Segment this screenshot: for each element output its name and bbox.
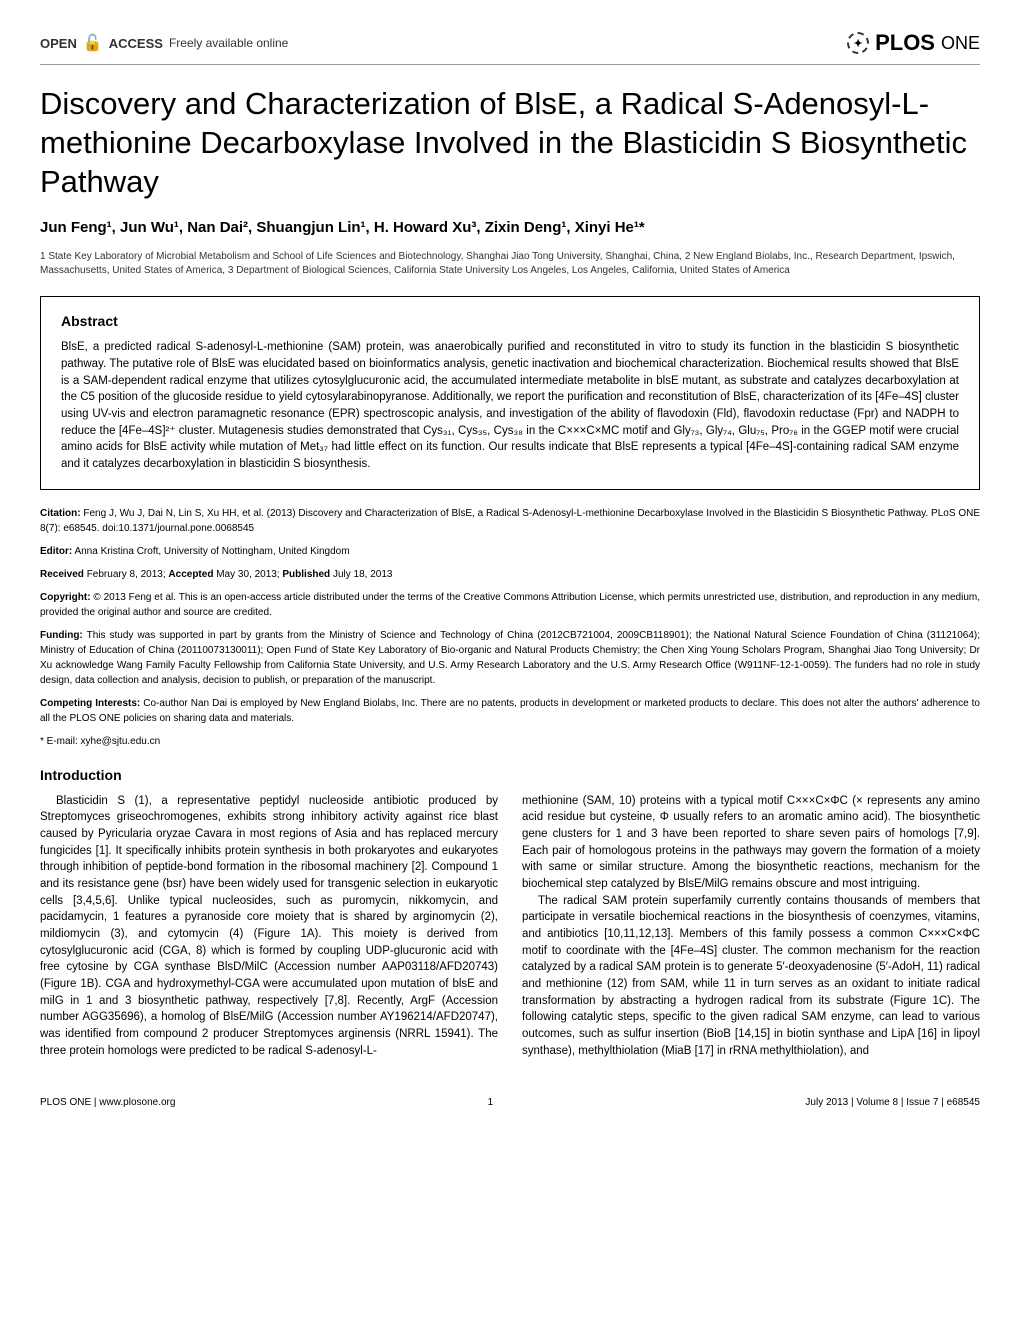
competing-label: Competing Interests:: [40, 698, 140, 709]
citation-text: Feng J, Wu J, Dai N, Lin S, Xu HH, et al…: [40, 508, 980, 534]
editor-line: Editor: Anna Kristina Croft, University …: [40, 544, 980, 559]
competing-line: Competing Interests: Co-author Nan Dai i…: [40, 696, 980, 726]
journal-name: PLOS: [875, 30, 935, 56]
column-right: methionine (SAM, 10) proteins with a typ…: [522, 793, 980, 1060]
page-header: OPEN 🔓 ACCESS Freely available online ✦ …: [40, 30, 980, 65]
accepted-label: Accepted: [168, 569, 213, 580]
page-footer: PLOS ONE | www.plosone.org 1 July 2013 |…: [40, 1089, 980, 1108]
intro-col2-p1: methionine (SAM, 10) proteins with a typ…: [522, 793, 980, 893]
citation-line: Citation: Feng J, Wu J, Dai N, Lin S, Xu…: [40, 506, 980, 536]
copyright-text: © 2013 Feng et al. This is an open-acces…: [40, 592, 980, 618]
access-text: ACCESS: [109, 36, 163, 51]
received-text: February 8, 2013;: [84, 569, 169, 580]
unlock-icon: 🔓: [83, 33, 103, 53]
footer-right: July 2013 | Volume 8 | Issue 7 | e68545: [805, 1097, 980, 1108]
plos-icon: ✦: [847, 32, 869, 54]
intro-col2-p2: The radical SAM protein superfamily curr…: [522, 893, 980, 1060]
footer-page-number: 1: [488, 1097, 494, 1108]
competing-text: Co-author Nan Dai is employed by New Eng…: [40, 698, 980, 724]
authors-line: Jun Feng¹, Jun Wu¹, Nan Dai², Shuangjun …: [40, 219, 980, 236]
freely-text: Freely available online: [169, 36, 288, 50]
journal-logo: ✦ PLOS ONE: [847, 30, 980, 56]
dates-line: Received February 8, 2013; Accepted May …: [40, 567, 980, 582]
copyright-label: Copyright:: [40, 592, 91, 603]
article-title: Discovery and Characterization of BlsE, …: [40, 85, 980, 201]
received-label: Received: [40, 569, 84, 580]
email-line: * E-mail: xyhe@sjtu.edu.cn: [40, 734, 980, 749]
funding-label: Funding:: [40, 630, 83, 641]
published-label: Published: [282, 569, 330, 580]
footer-left: PLOS ONE | www.plosone.org: [40, 1097, 175, 1108]
abstract-text: BlsE, a predicted radical S-adenosyl-L-m…: [61, 339, 959, 472]
open-text: OPEN: [40, 36, 77, 51]
citation-label: Citation:: [40, 508, 81, 519]
abstract-box: Abstract BlsE, a predicted radical S-ade…: [40, 296, 980, 489]
abstract-title: Abstract: [61, 313, 959, 329]
intro-col1-p1: Blasticidin S (1), a representative pept…: [40, 793, 498, 1060]
intro-heading: Introduction: [40, 767, 980, 783]
affiliations: 1 State Key Laboratory of Microbial Meta…: [40, 250, 980, 278]
editor-label: Editor:: [40, 546, 72, 557]
body-columns: Blasticidin S (1), a representative pept…: [40, 793, 980, 1060]
editor-text: Anna Kristina Croft, University of Notti…: [72, 546, 349, 557]
meta-section: Citation: Feng J, Wu J, Dai N, Lin S, Xu…: [40, 506, 980, 749]
accepted-text: May 30, 2013;: [213, 569, 282, 580]
open-access-badge: OPEN 🔓 ACCESS Freely available online: [40, 33, 288, 53]
column-left: Blasticidin S (1), a representative pept…: [40, 793, 498, 1060]
published-text: July 18, 2013: [330, 569, 392, 580]
funding-text: This study was supported in part by gran…: [40, 630, 980, 686]
copyright-line: Copyright: © 2013 Feng et al. This is an…: [40, 590, 980, 620]
funding-line: Funding: This study was supported in par…: [40, 628, 980, 688]
journal-sub: ONE: [941, 33, 980, 54]
